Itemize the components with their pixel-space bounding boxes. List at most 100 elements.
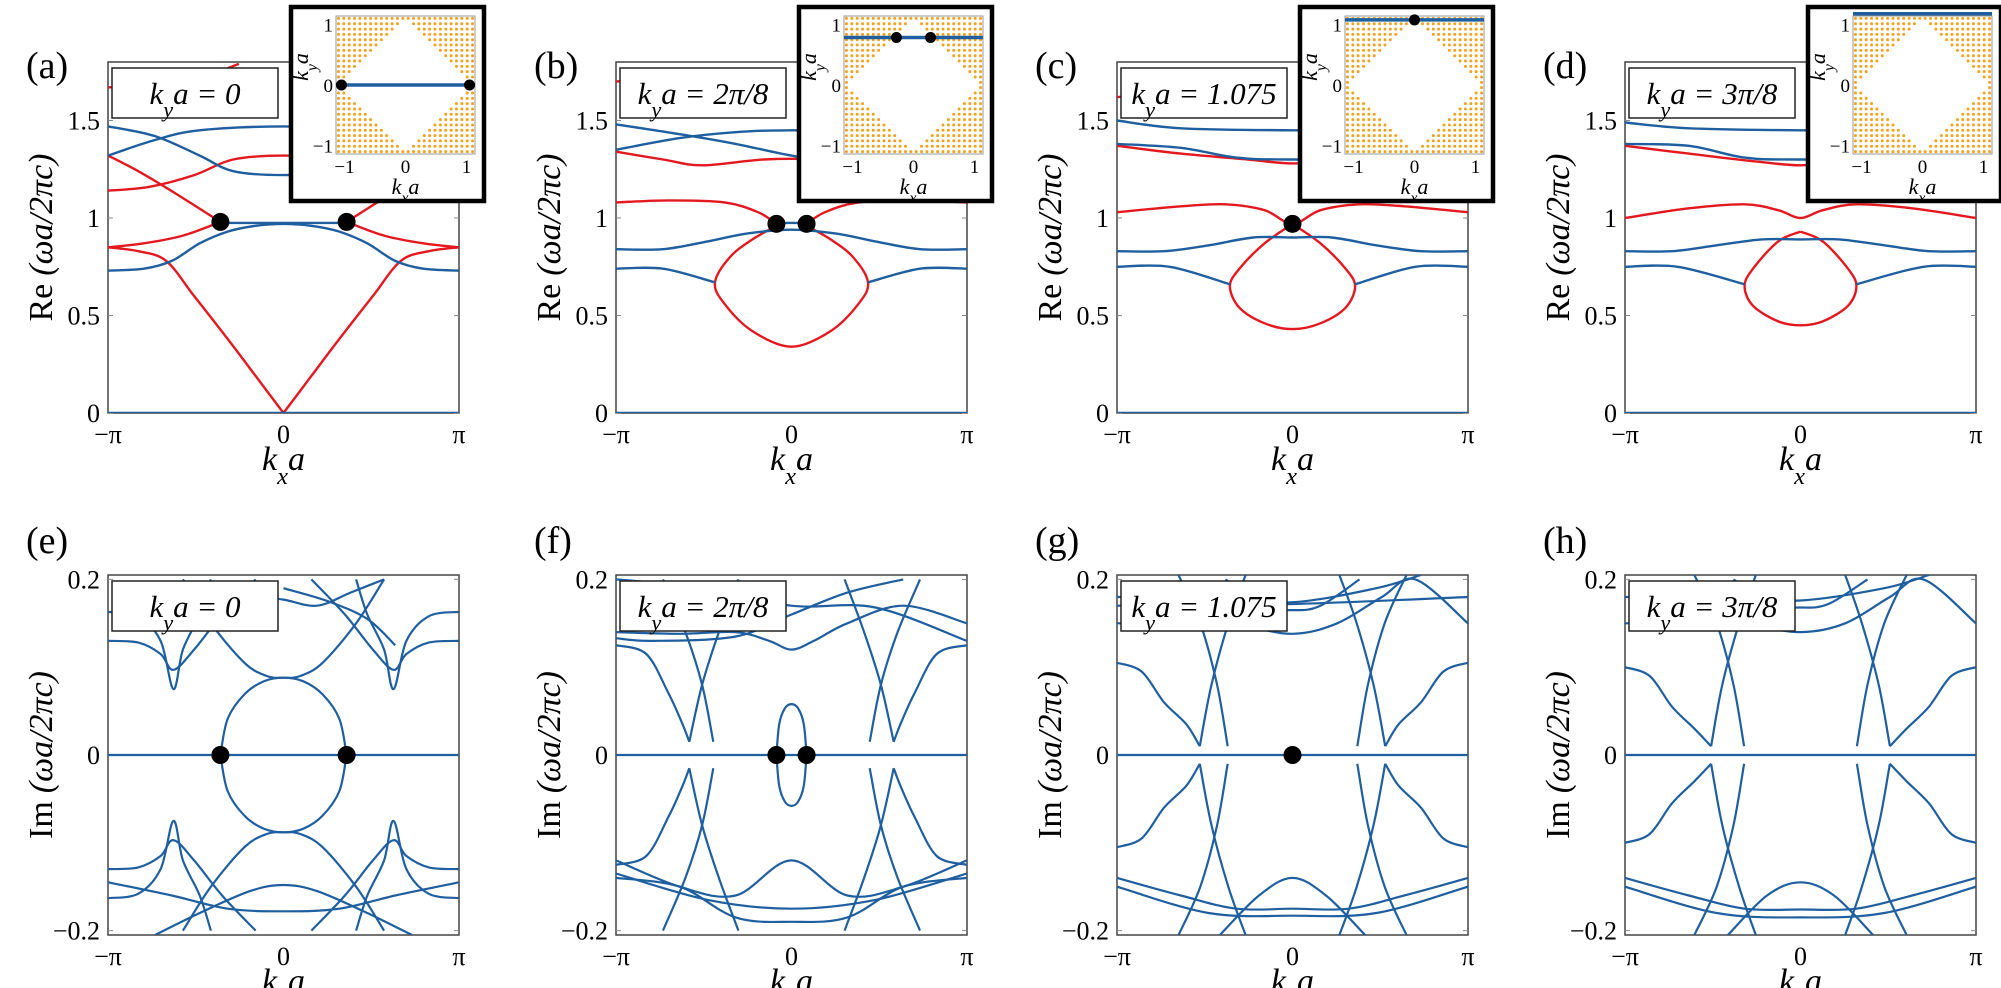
inset-grid-dot <box>866 150 870 154</box>
inset-grid-dot <box>898 22 902 26</box>
inset-grid-dot <box>1426 22 1430 26</box>
inset-grid-dot <box>1458 54 1462 58</box>
inset-grid-dot <box>374 139 378 143</box>
inset-grid-dot <box>1345 32 1349 36</box>
blue-band-curve <box>181 831 386 932</box>
blue-band-curve <box>1727 881 1874 935</box>
inset-grid-dot <box>861 144 865 148</box>
inset-grid-dot <box>882 43 886 47</box>
inset-grid-dot <box>957 144 961 148</box>
inset-grid-dot <box>866 22 870 26</box>
inset-grid-dot <box>1474 112 1478 116</box>
inset-grid-dot <box>1966 123 1970 127</box>
inset-grid-dot <box>887 134 891 138</box>
inset-grid-dot <box>342 91 346 95</box>
inset-grid-dot <box>449 123 453 127</box>
inset-grid-dot <box>1896 134 1900 138</box>
x-tick-label: 0 <box>277 420 290 449</box>
inset-grid-dot <box>855 64 859 68</box>
inset-grid-dot <box>936 27 940 31</box>
inset-grid-dot <box>1896 128 1900 132</box>
inset-grid-dot <box>1864 123 1868 127</box>
inset-grid-dot <box>1372 134 1376 138</box>
inset-grid-dot <box>465 91 469 95</box>
inset-grid-dot <box>428 128 432 132</box>
inset-grid-dot <box>855 102 859 106</box>
inset-grid-dot <box>946 22 950 26</box>
inset-grid-dot <box>438 118 442 122</box>
inset-grid-dot <box>1988 91 1992 95</box>
inset-grid-dot <box>449 48 453 52</box>
inset-grid-dot <box>1966 139 1970 143</box>
inset-grid-dot <box>347 22 351 26</box>
inset-grid-dot <box>374 16 378 20</box>
inset-grid-dot <box>363 139 367 143</box>
inset-grid-dot <box>1480 32 1484 36</box>
inset-grid-dot <box>877 144 881 148</box>
inset-grid-dot <box>952 22 956 26</box>
inset-grid-dot <box>1356 59 1360 63</box>
inset-grid-dot <box>1356 144 1360 148</box>
inset-grid-dot <box>353 43 357 47</box>
inset-grid-dot <box>471 64 475 68</box>
inset-grid-dot <box>844 150 848 154</box>
inset-grid-dot <box>1988 112 1992 116</box>
inset-grid-dot <box>1864 59 1868 63</box>
inset-grid-dot <box>1372 48 1376 52</box>
inset-grid-dot <box>1891 16 1895 20</box>
inset-grid-dot <box>379 16 383 20</box>
inset-grid-dot <box>1345 150 1349 154</box>
inset-grid-dot <box>1372 27 1376 31</box>
inset-grid-dot <box>444 16 448 20</box>
inset-grid-dot <box>1351 128 1355 132</box>
inset-grid-dot <box>1886 43 1890 47</box>
inset-grid-dot <box>471 48 475 52</box>
inset-grid-dot <box>369 123 373 127</box>
inset-grid-dot <box>1971 48 1975 52</box>
blue-band-curve <box>688 767 740 931</box>
inset-grid-dot <box>1982 75 1986 79</box>
inset-grid-dot <box>968 27 972 31</box>
inset-x-label-var: k <box>392 174 403 199</box>
inset-grid-dot <box>1971 32 1975 36</box>
inset-grid-dot <box>952 112 956 116</box>
inset-grid-dot <box>422 144 426 148</box>
inset-grid-dot <box>1988 134 1992 138</box>
inset-grid-dot <box>855 118 859 122</box>
legend-text-expr: a = 3π/8 <box>1670 589 1778 624</box>
x-axis-label-sub: x <box>1285 985 1297 988</box>
inset-grid-dot <box>1437 27 1441 31</box>
inset-x-label-expr: a <box>1925 174 1936 199</box>
inset-grid-dot <box>465 102 469 106</box>
inset-grid-dot <box>460 150 464 154</box>
inset-grid-dot <box>1886 16 1890 20</box>
inset-grid-dot <box>1880 128 1884 132</box>
inset-grid-dot <box>1859 102 1863 106</box>
inset-grid-dot <box>1896 144 1900 148</box>
inset-grid-dot <box>444 128 448 132</box>
inset-grid-dot <box>1896 38 1900 42</box>
inset-grid-dot <box>1880 43 1884 47</box>
inset-grid-dot <box>1977 102 1981 106</box>
inset-grid-dot <box>871 128 875 132</box>
inset-grid-dot <box>1853 128 1857 132</box>
inset-x-tick-label: 1 <box>462 157 472 178</box>
inset-y-tick-label: −1 <box>1322 137 1342 158</box>
inset-grid-dot <box>946 139 950 143</box>
y-tick-label: 1 <box>595 204 608 233</box>
inset-grid-dot <box>358 32 362 36</box>
inset-grid-dot <box>1934 144 1938 148</box>
inset-grid-dot <box>855 128 859 132</box>
inset-grid-dot <box>1463 102 1467 106</box>
inset-grid-dot <box>893 150 897 154</box>
inset-grid-dot <box>1939 32 1943 36</box>
inset-grid-dot <box>1383 22 1387 26</box>
inset-grid-dot <box>850 102 854 106</box>
inset-grid-dot <box>979 128 983 132</box>
inset-grid-dot <box>887 32 891 36</box>
x-axis-label-var: k <box>1271 963 1287 988</box>
inset-grid-dot <box>1966 150 1970 154</box>
inset-y-tick-label: 0 <box>1333 76 1343 97</box>
inset-grid-dot <box>946 27 950 31</box>
inset-grid-dot <box>369 139 373 143</box>
